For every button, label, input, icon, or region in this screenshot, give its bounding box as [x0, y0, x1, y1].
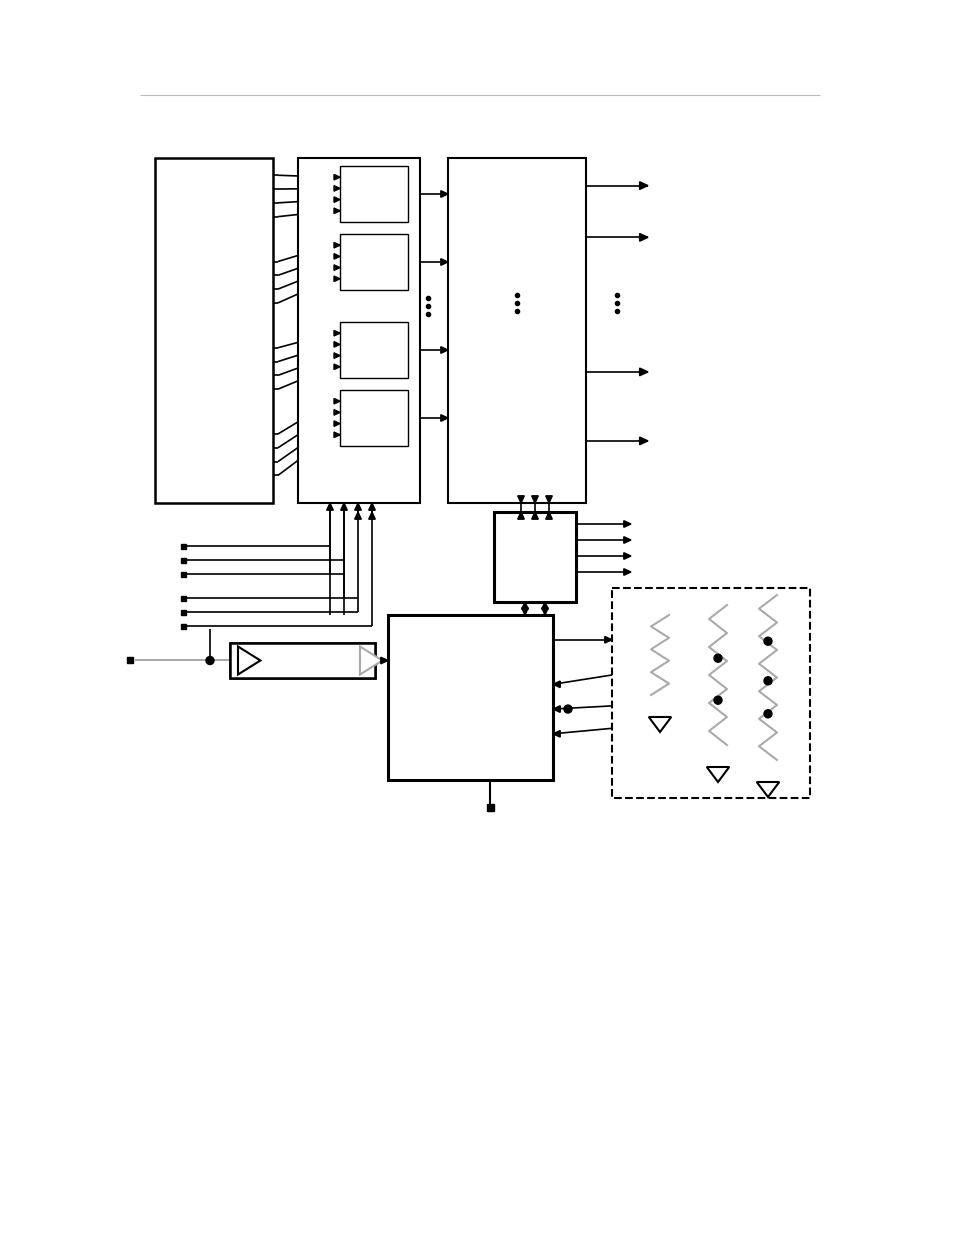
- Polygon shape: [440, 258, 448, 266]
- Circle shape: [763, 677, 771, 684]
- Polygon shape: [545, 513, 552, 519]
- Polygon shape: [541, 608, 548, 615]
- Polygon shape: [326, 503, 333, 510]
- Circle shape: [763, 710, 771, 718]
- Polygon shape: [334, 364, 339, 369]
- Polygon shape: [334, 331, 339, 336]
- Polygon shape: [553, 705, 559, 713]
- Bar: [297, 158, 419, 503]
- Polygon shape: [334, 421, 339, 426]
- Polygon shape: [517, 495, 524, 503]
- Polygon shape: [623, 521, 630, 527]
- Polygon shape: [531, 495, 537, 503]
- Polygon shape: [368, 503, 375, 510]
- Polygon shape: [334, 253, 339, 259]
- Bar: [230, 643, 375, 678]
- Bar: [230, 643, 375, 678]
- Polygon shape: [553, 680, 559, 688]
- Circle shape: [563, 705, 572, 713]
- Bar: [612, 588, 809, 798]
- Polygon shape: [531, 513, 537, 519]
- Polygon shape: [440, 415, 448, 421]
- Bar: [181, 543, 186, 548]
- Bar: [181, 595, 186, 600]
- Bar: [339, 165, 408, 222]
- Circle shape: [713, 655, 721, 662]
- Bar: [127, 657, 132, 663]
- Polygon shape: [334, 207, 339, 214]
- Polygon shape: [440, 190, 448, 198]
- Polygon shape: [355, 513, 361, 519]
- Polygon shape: [639, 368, 647, 375]
- Bar: [339, 322, 408, 378]
- Polygon shape: [545, 495, 552, 503]
- Polygon shape: [334, 399, 339, 404]
- Polygon shape: [639, 437, 647, 445]
- Polygon shape: [623, 568, 630, 576]
- Bar: [388, 615, 553, 781]
- Polygon shape: [340, 503, 347, 510]
- Polygon shape: [756, 782, 779, 797]
- Bar: [181, 572, 186, 577]
- Circle shape: [206, 657, 213, 664]
- Polygon shape: [553, 730, 559, 737]
- Polygon shape: [521, 608, 528, 615]
- Polygon shape: [334, 174, 339, 180]
- Polygon shape: [639, 233, 647, 241]
- Circle shape: [763, 637, 771, 645]
- Polygon shape: [359, 646, 382, 674]
- Polygon shape: [639, 182, 647, 189]
- Polygon shape: [334, 277, 339, 282]
- Polygon shape: [541, 601, 548, 609]
- Bar: [494, 513, 576, 601]
- Polygon shape: [237, 646, 260, 674]
- Polygon shape: [706, 767, 728, 782]
- Bar: [181, 610, 186, 615]
- Polygon shape: [334, 242, 339, 248]
- Polygon shape: [334, 432, 339, 437]
- Polygon shape: [334, 196, 339, 203]
- Bar: [339, 233, 408, 290]
- Bar: [181, 624, 186, 629]
- Polygon shape: [623, 553, 630, 559]
- Polygon shape: [334, 342, 339, 347]
- Polygon shape: [623, 537, 630, 543]
- Bar: [339, 390, 408, 446]
- Polygon shape: [604, 636, 612, 643]
- Polygon shape: [521, 601, 528, 609]
- Polygon shape: [355, 503, 361, 510]
- Polygon shape: [517, 513, 524, 519]
- Bar: [448, 158, 585, 503]
- Polygon shape: [334, 353, 339, 358]
- Polygon shape: [334, 410, 339, 415]
- Polygon shape: [334, 264, 339, 270]
- Polygon shape: [648, 718, 671, 732]
- Circle shape: [713, 697, 721, 704]
- Polygon shape: [334, 185, 339, 191]
- Polygon shape: [368, 513, 375, 519]
- Polygon shape: [380, 657, 388, 663]
- Bar: [154, 158, 273, 503]
- Polygon shape: [440, 347, 448, 353]
- Bar: [486, 804, 494, 811]
- Bar: [181, 557, 186, 562]
